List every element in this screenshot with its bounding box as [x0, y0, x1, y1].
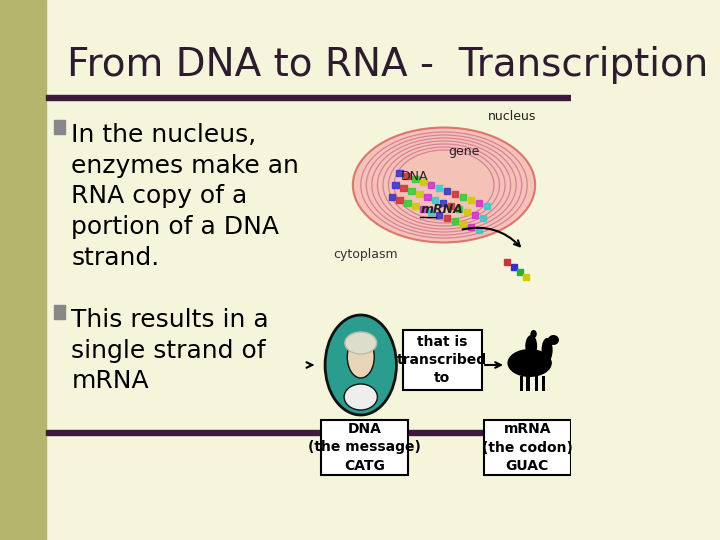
Bar [389, 194, 395, 200]
Bar [54, 305, 65, 319]
Ellipse shape [508, 349, 552, 377]
Bar [428, 209, 434, 215]
Bar [444, 188, 450, 194]
Bar [460, 221, 467, 227]
Bar [397, 197, 402, 203]
Bar [424, 194, 431, 200]
Bar [484, 420, 571, 475]
Bar [436, 212, 442, 218]
Bar [0, 0, 46, 540]
Bar [541, 376, 545, 391]
Bar [405, 173, 410, 179]
Ellipse shape [526, 335, 537, 357]
Bar [456, 206, 462, 212]
Text: cytoplasm: cytoplasm [333, 248, 397, 261]
Bar [464, 209, 470, 215]
Bar [413, 176, 418, 182]
Bar [46, 430, 571, 435]
Ellipse shape [345, 332, 377, 354]
Bar [405, 200, 410, 206]
Bar [420, 179, 426, 185]
Bar [480, 215, 486, 221]
Bar [440, 200, 446, 206]
Bar [420, 206, 426, 212]
Bar [484, 203, 490, 209]
Bar [526, 376, 530, 391]
Bar [413, 203, 418, 209]
Ellipse shape [548, 335, 559, 345]
Bar [402, 330, 482, 390]
Bar [448, 203, 454, 209]
Text: mRNA: mRNA [420, 203, 463, 216]
Bar [397, 170, 402, 176]
Text: From DNA to RNA -  Transcription: From DNA to RNA - Transcription [68, 46, 708, 84]
Text: that is
transcribed
to: that is transcribed to [397, 335, 487, 386]
Text: This results in a
single strand of
mRNA: This results in a single strand of mRNA [71, 308, 269, 393]
Text: nucleus: nucleus [487, 110, 536, 123]
Bar [54, 120, 65, 134]
Bar [444, 215, 450, 221]
Bar [476, 227, 482, 233]
Bar [321, 420, 408, 475]
Ellipse shape [531, 330, 537, 338]
Ellipse shape [344, 384, 377, 410]
Bar [400, 185, 407, 191]
Bar [476, 200, 482, 206]
Bar [535, 376, 539, 391]
Bar [452, 191, 459, 197]
Bar [520, 376, 523, 391]
Text: mRNA
(the codon)
GUAC: mRNA (the codon) GUAC [482, 422, 572, 473]
Bar [432, 197, 438, 203]
Bar [436, 185, 442, 191]
Bar [392, 182, 399, 188]
Ellipse shape [325, 315, 397, 415]
Bar [468, 224, 474, 230]
Text: In the nucleus,
enzymes make an
RNA copy of a
portion of a DNA
strand.: In the nucleus, enzymes make an RNA copy… [71, 123, 300, 269]
Bar [416, 191, 423, 197]
Bar [46, 95, 571, 100]
Bar [428, 182, 434, 188]
Bar [452, 218, 459, 224]
Ellipse shape [347, 336, 374, 378]
Bar [468, 197, 474, 203]
Text: DNA
(the message)
CATG: DNA (the message) CATG [308, 422, 421, 473]
Text: DNA: DNA [400, 170, 428, 183]
Bar [472, 212, 478, 218]
Bar [460, 194, 467, 200]
Bar [408, 188, 415, 194]
Ellipse shape [353, 127, 535, 242]
Text: gene: gene [448, 145, 480, 158]
Ellipse shape [541, 338, 553, 362]
